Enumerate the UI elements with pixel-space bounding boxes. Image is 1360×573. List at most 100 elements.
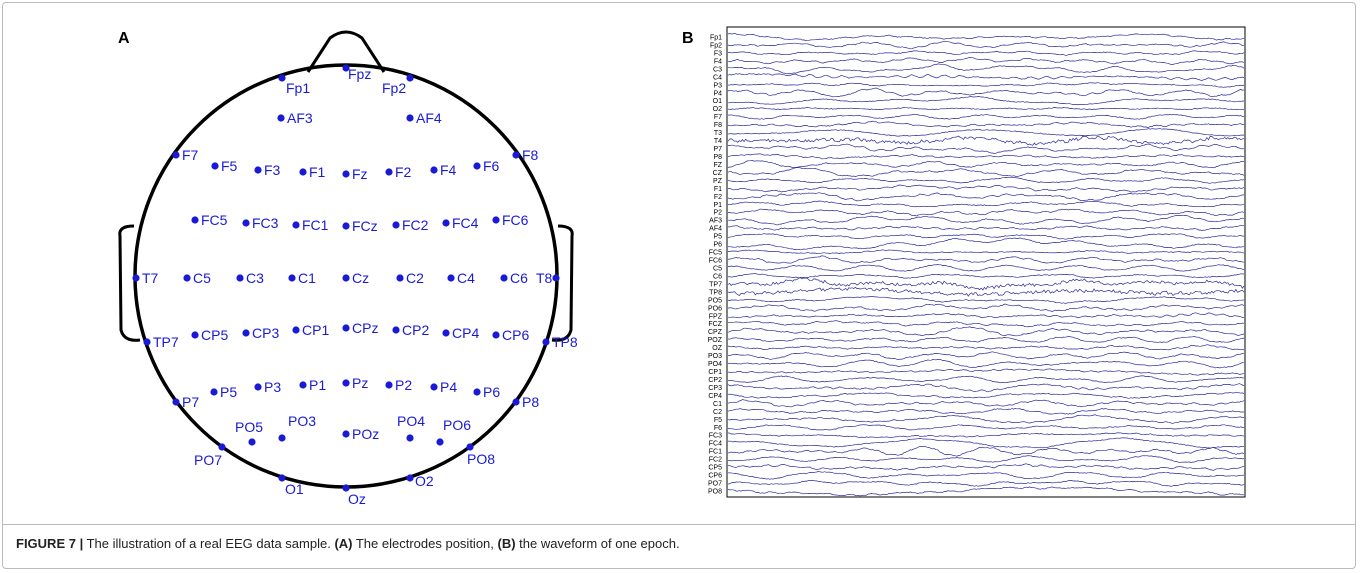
electrode-label: P5 (220, 384, 237, 400)
electrode-label: CP4 (452, 325, 479, 341)
electrode (132, 274, 140, 282)
electrode (242, 219, 250, 227)
electrode-label: F3 (264, 162, 281, 178)
waveform (727, 391, 1245, 399)
waveform (727, 486, 1245, 497)
waveform (727, 73, 1245, 81)
electrode-label: T8 (536, 270, 553, 286)
electrode-label: F7 (182, 147, 199, 163)
electrode (278, 74, 286, 82)
electrode-label: FC2 (402, 217, 429, 233)
electrode (342, 64, 350, 72)
electrode-label: P2 (395, 377, 412, 393)
waveform (727, 479, 1245, 487)
channel-label: P7 (713, 146, 722, 153)
electrode-label: FC6 (502, 212, 529, 228)
electrode-label: AF4 (416, 110, 442, 126)
electrode-label: CP2 (402, 322, 429, 338)
electrode (211, 162, 219, 170)
electrode-label: F4 (440, 162, 457, 178)
electrode (143, 338, 151, 346)
waveform (727, 437, 1245, 449)
electrode (396, 274, 404, 282)
channel-label: FC6 (709, 258, 722, 265)
electrode-label: FC3 (252, 215, 279, 231)
channel-label: PO4 (708, 361, 722, 368)
channel-label: Fp2 (710, 42, 722, 49)
waveform (727, 414, 1245, 424)
electrode-label: FCz (352, 218, 378, 234)
electrode-label: FC1 (302, 217, 329, 233)
channel-label: PO8 (708, 489, 722, 496)
channel-label: AF3 (709, 218, 722, 225)
electrode-label: P6 (483, 384, 500, 400)
electrode (277, 114, 285, 122)
electrode-label: POz (352, 426, 379, 442)
channel-label: F5 (714, 417, 722, 424)
waveform (727, 375, 1245, 384)
electrode (342, 222, 350, 230)
waveform (728, 184, 1245, 193)
electrode-label: F1 (309, 164, 326, 180)
channel-label: Fp1 (710, 35, 722, 42)
electrode-label: T7 (142, 270, 159, 286)
electrode-label: AF3 (287, 110, 313, 126)
waveform (727, 320, 1245, 328)
electrode (278, 474, 286, 482)
channel-label: OZ (712, 345, 722, 352)
electrode-label: Oz (348, 491, 366, 507)
channel-label: C2 (713, 409, 722, 416)
electrode-label: O1 (285, 481, 304, 497)
channel-label: F3 (714, 50, 722, 57)
electrode-label: PO5 (235, 419, 263, 435)
waveform (727, 208, 1245, 217)
channel-label: CPZ (708, 329, 723, 336)
waveform (727, 408, 1244, 415)
channel-label: FC2 (709, 457, 722, 464)
electrode-label: P8 (522, 394, 539, 410)
electrode-label: P3 (264, 379, 281, 395)
electrode (442, 329, 450, 337)
waveform (727, 192, 1244, 202)
waveform (727, 160, 1245, 169)
electrode (512, 398, 520, 406)
waveform (727, 200, 1244, 208)
electrode (392, 326, 400, 334)
electrode (183, 274, 191, 282)
electrode-label: P7 (182, 394, 199, 410)
channel-label: P4 (713, 90, 722, 97)
channel-label: FZ (713, 162, 722, 169)
electrode-label: C2 (406, 270, 424, 286)
waveform (727, 120, 1244, 128)
electrode (492, 331, 500, 339)
panel-label: A (118, 30, 130, 47)
electrode (392, 221, 400, 229)
electrode-label: F2 (395, 164, 412, 180)
electrode (473, 162, 481, 170)
electrode-label: CP3 (252, 325, 279, 341)
electrode (442, 219, 450, 227)
electrode (191, 216, 199, 224)
channel-label: CP5 (708, 465, 722, 472)
electrode (430, 383, 438, 391)
channel-label: CP4 (708, 393, 722, 400)
waveform (727, 40, 1245, 50)
channel-label: CP1 (708, 369, 722, 376)
electrode (218, 443, 226, 451)
electrode (512, 151, 520, 159)
electrode (292, 326, 300, 334)
channel-label: PO7 (708, 481, 722, 488)
waveform (727, 351, 1245, 360)
channel-label: CZ (713, 170, 723, 177)
waveform (727, 383, 1245, 393)
waveform (727, 303, 1245, 312)
electrode-label: FC4 (452, 215, 479, 231)
electrode (342, 170, 350, 178)
electrode (254, 166, 262, 174)
waveform (728, 50, 1245, 56)
waveform (727, 107, 1245, 111)
waveform (727, 432, 1245, 439)
electrode-label: TP7 (153, 334, 179, 350)
electrode (436, 438, 444, 446)
